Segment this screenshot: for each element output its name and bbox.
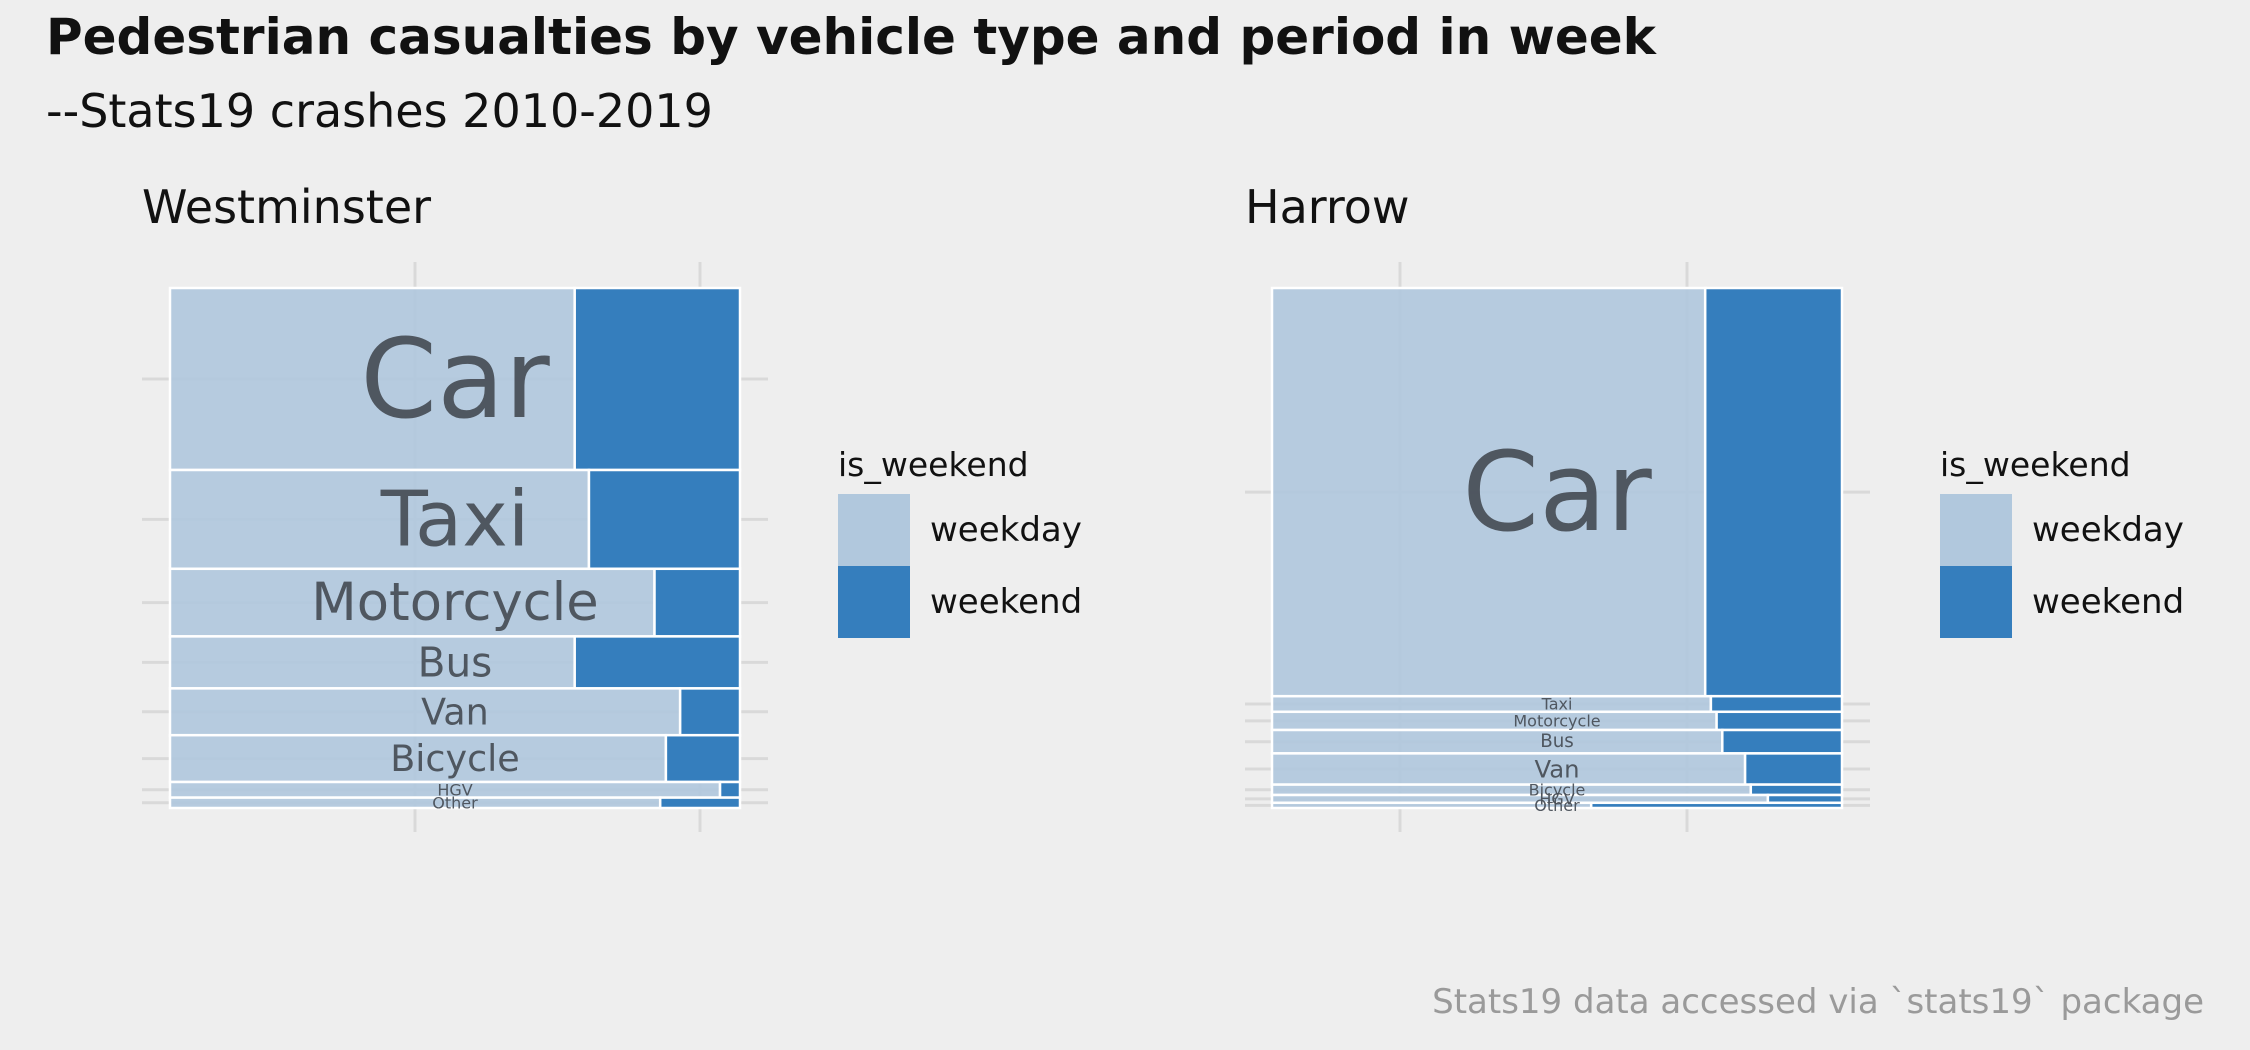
panel-title-westminster: Westminster (142, 180, 432, 234)
harrow-tile-bus-weekend (1721, 728, 1844, 755)
legend-swatch-weekday (838, 494, 910, 566)
harrow-label-hgv: HGV (1539, 789, 1574, 808)
chart-caption: Stats19 data accessed via `stats19` pack… (1432, 982, 2204, 1022)
harrow-tile-car-weekday (1270, 286, 1707, 698)
westminster-label-other: Other (432, 793, 478, 812)
legend-swatch-weekday (1940, 494, 2012, 566)
legend-item-weekday: weekday (1940, 494, 2184, 566)
legend-label-weekend: weekend (2032, 582, 2185, 622)
harrow-tile-bicycle-weekend (1749, 783, 1844, 797)
harrow-label-bicycle: Bicycle (1529, 780, 1586, 799)
westminster-tile-hgv-weekend (718, 780, 742, 799)
harrow-tile-van-weekend (1743, 752, 1844, 786)
legend-item-weekday: weekday (838, 494, 1082, 566)
harrow-tile-taxi-weekend (1709, 694, 1844, 714)
chart-subtitle: --Stats19 crashes 2010-2019 (46, 84, 713, 138)
westminster-tile-bus-weekday (168, 635, 576, 690)
legend-item-weekend: weekend (1940, 566, 2184, 638)
harrow-tile-taxi-weekday (1270, 694, 1713, 714)
legend-label-weekday: weekday (930, 510, 1082, 550)
westminster-label-motorcycle: Motorcycle (311, 572, 598, 633)
westminster-tile-van-weekend (678, 687, 742, 737)
harrow-tile-motorcycle-weekend (1715, 710, 1844, 732)
panel-title-harrow: Harrow (1245, 180, 1410, 234)
westminster-tile-taxi-weekend (587, 468, 742, 571)
harrow-tile-motorcycle-weekday (1270, 710, 1718, 732)
westminster-label-van: Van (421, 690, 489, 733)
harrow-label-bus: Bus (1540, 731, 1574, 752)
legend-title: is_weekend (1940, 445, 2131, 484)
westminster-tile-bicycle-weekend (664, 733, 742, 784)
westminster-tile-bus-weekend (573, 635, 742, 690)
westminster-tile-motorcycle-weekday (168, 567, 656, 638)
legend-title: is_weekend (838, 445, 1029, 484)
legend-label-weekend: weekend (930, 582, 1083, 622)
legend-label-weekday: weekday (2032, 510, 2184, 550)
westminster-tile-other-weekday (168, 796, 662, 810)
legend-item-weekend: weekend (838, 566, 1082, 638)
westminster-label-bus: Bus (418, 638, 493, 686)
harrow-label-taxi: Taxi (1541, 695, 1573, 714)
harrow-tile-car-weekend (1703, 286, 1844, 698)
legend-harrow: is_weekend weekday weekend (1940, 445, 2184, 638)
westminster-label-bicycle: Bicycle (390, 737, 520, 780)
harrow-tile-van-weekday (1270, 752, 1747, 786)
westminster-label-hgv: HGV (437, 780, 472, 799)
legend-swatch-weekend (1940, 566, 2012, 638)
legend-westminster: is_weekend weekday weekend (838, 445, 1082, 638)
westminster-tile-other-weekend (658, 796, 742, 810)
westminster-tile-car-weekend (573, 286, 742, 472)
chart-title: Pedestrian casualties by vehicle type an… (46, 8, 1656, 66)
harrow-tile-bicycle-weekday (1270, 783, 1753, 797)
westminster-label-car: Car (360, 315, 550, 443)
harrow-tile-bus-weekday (1270, 728, 1724, 755)
westminster-tile-van-weekday (168, 687, 682, 737)
harrow-label-other: Other (1534, 796, 1580, 815)
harrow-label-van: Van (1534, 755, 1579, 784)
westminster-label-taxi: Taxi (380, 474, 530, 564)
legend-swatch-weekend (838, 566, 910, 638)
westminster-tile-motorcycle-weekend (653, 567, 742, 638)
harrow-label-motorcycle: Motorcycle (1513, 711, 1600, 730)
harrow-label-car: Car (1462, 428, 1652, 556)
harrow-tile-other-weekend (1589, 801, 1844, 810)
